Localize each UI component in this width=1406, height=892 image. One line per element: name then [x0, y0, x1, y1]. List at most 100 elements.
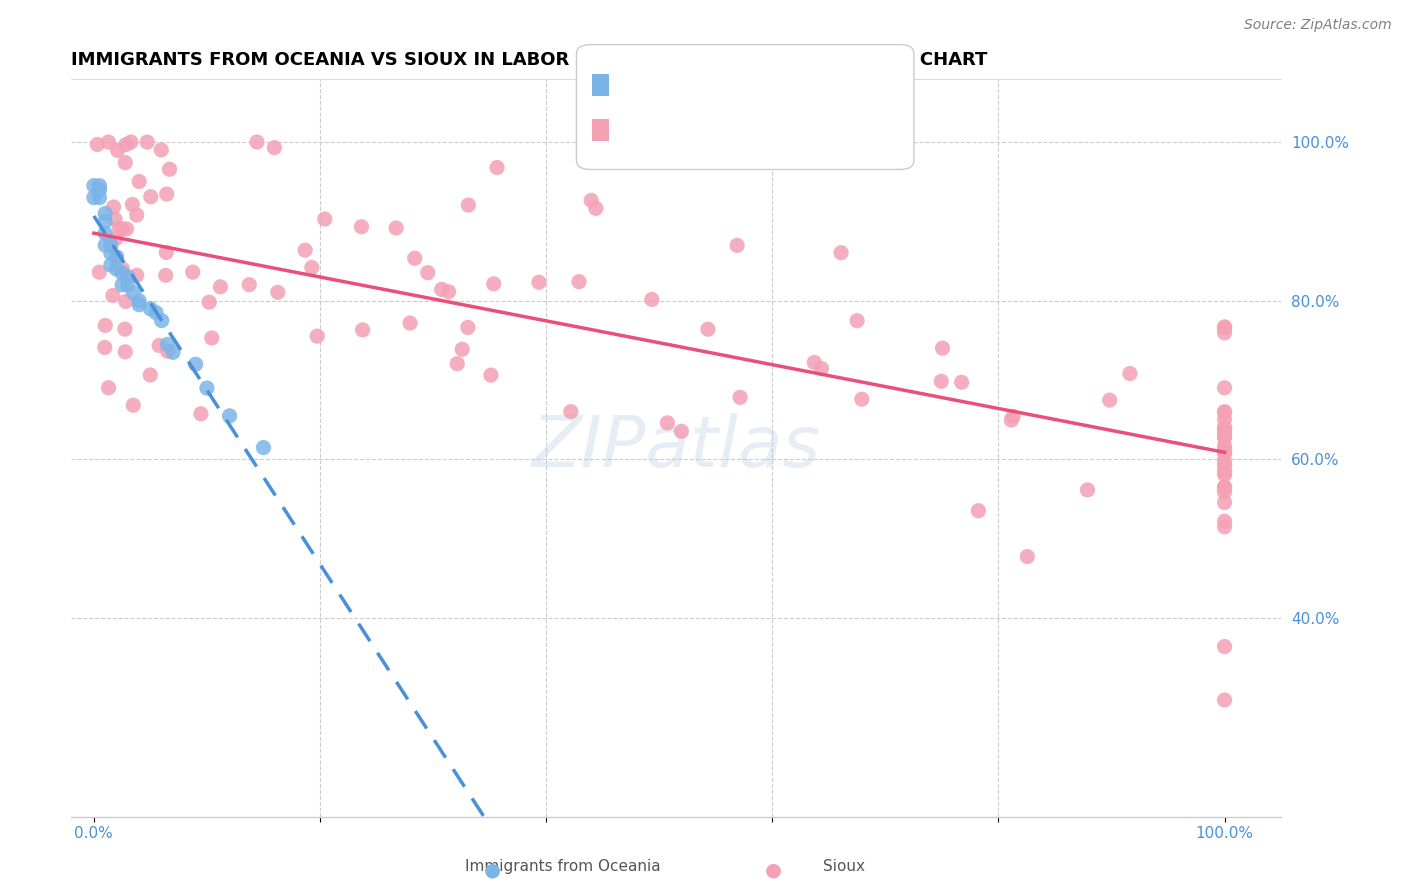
Point [246, 135, 269, 149]
Point [929, 374, 952, 388]
Point [404, 251, 426, 265]
Point [851, 392, 873, 407]
Point [94, 341, 117, 355]
Point [1213, 520, 1236, 534]
Point [100, 258, 122, 272]
Point [437, 285, 460, 299]
Point [155, 245, 177, 260]
Text: Source: ZipAtlas.com: Source: ZipAtlas.com [1244, 18, 1392, 32]
Point [671, 425, 693, 439]
Point [125, 208, 148, 222]
Point [120, 135, 142, 149]
Point [86, 137, 108, 152]
Point [527, 275, 550, 289]
Text: N =: N = [724, 120, 761, 138]
Point [1213, 480, 1236, 494]
Point [1119, 367, 1142, 381]
Point [294, 243, 316, 257]
Point [1213, 423, 1236, 437]
Point [482, 277, 505, 291]
Point [190, 407, 212, 421]
Point [725, 238, 748, 252]
Point [128, 298, 150, 312]
Point [1002, 409, 1025, 424]
Text: Immigrants from Oceania: Immigrants from Oceania [464, 859, 661, 874]
Point [111, 222, 134, 236]
Point [350, 219, 373, 234]
Point [1213, 445, 1236, 459]
Text: ZIPatlas: ZIPatlas [531, 413, 821, 482]
Point [1213, 431, 1236, 445]
Point [568, 275, 591, 289]
Point [457, 320, 479, 334]
Point [94, 318, 117, 333]
Point [352, 323, 374, 337]
Point [156, 344, 179, 359]
Point [1213, 693, 1236, 707]
Point [728, 390, 751, 404]
Point [1213, 429, 1236, 443]
Point [1213, 421, 1236, 435]
Point [105, 250, 128, 264]
Point [641, 293, 664, 307]
Text: 121: 121 [765, 120, 800, 138]
Point [1213, 495, 1236, 509]
Point [1076, 483, 1098, 497]
Point [657, 416, 679, 430]
Point [159, 162, 181, 177]
Point [108, 220, 131, 235]
Point [810, 361, 832, 376]
Point [314, 212, 336, 227]
Point [1213, 319, 1236, 334]
Point [1213, 464, 1236, 478]
Point [195, 381, 218, 395]
Point [104, 231, 127, 245]
Point [950, 376, 973, 390]
Point [94, 214, 117, 228]
Text: ●: ● [484, 860, 501, 880]
Point [101, 288, 124, 302]
Point [125, 268, 148, 283]
Point [117, 277, 139, 292]
Point [104, 212, 127, 227]
Point [1213, 421, 1236, 435]
Point [1017, 549, 1039, 564]
Point [218, 409, 240, 423]
Point [150, 313, 173, 327]
Point [1213, 467, 1236, 482]
Point [457, 198, 479, 212]
Point [486, 161, 509, 175]
Point [416, 266, 439, 280]
Text: ●: ● [765, 860, 782, 880]
Point [1098, 393, 1121, 408]
Point [139, 368, 162, 382]
Point [263, 141, 285, 155]
Point [94, 238, 117, 252]
Point [803, 355, 825, 369]
Point [156, 337, 179, 351]
Point [585, 202, 607, 216]
Point [83, 191, 105, 205]
Point [148, 338, 170, 352]
Point [155, 268, 177, 283]
Point [181, 265, 204, 279]
Point [238, 277, 260, 292]
Point [1213, 439, 1236, 453]
Point [128, 293, 150, 308]
Point [1213, 454, 1236, 468]
Point [111, 262, 134, 277]
Text: R =: R = [612, 120, 648, 138]
Point [94, 227, 117, 241]
Point [446, 357, 468, 371]
Point [1213, 425, 1236, 440]
Point [846, 313, 869, 327]
Point [97, 381, 120, 395]
Point [122, 398, 145, 412]
Point [1213, 381, 1236, 395]
Point [1213, 405, 1236, 419]
Point [100, 246, 122, 260]
Point [114, 322, 136, 336]
Point [209, 279, 232, 293]
Point [184, 357, 207, 371]
Point [156, 187, 179, 202]
